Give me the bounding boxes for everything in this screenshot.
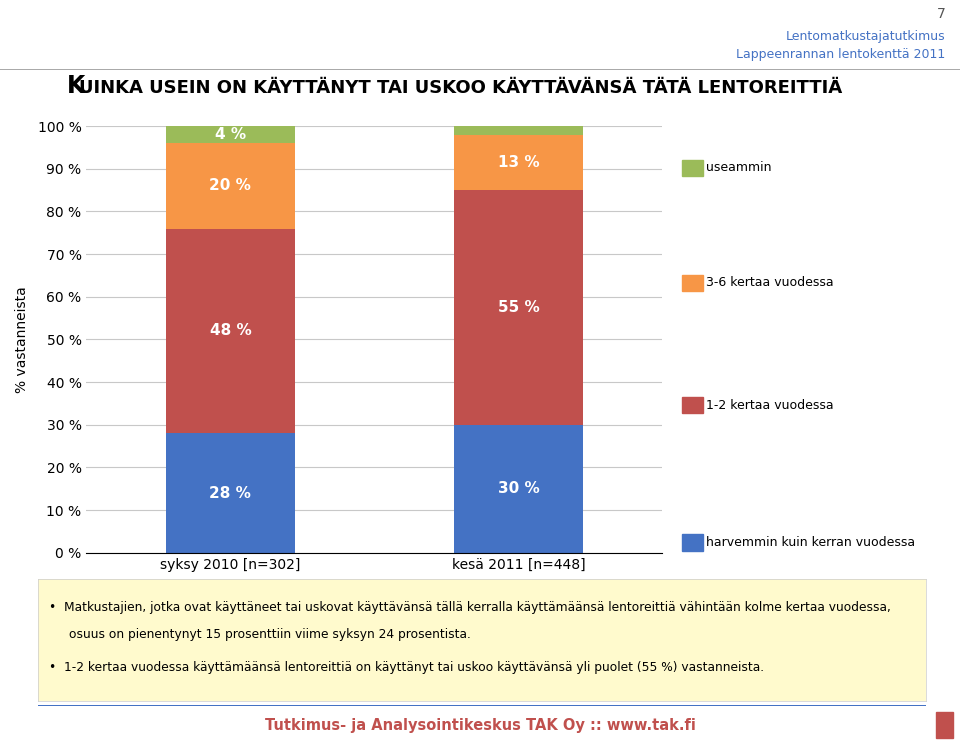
Text: useammin: useammin: [706, 161, 771, 174]
Bar: [454, 424, 584, 553]
Bar: [454, 126, 584, 135]
Text: Lappeenrannan lentokenttä 2011: Lappeenrannan lentokenttä 2011: [736, 48, 946, 62]
Bar: [454, 190, 584, 424]
Bar: [165, 126, 295, 143]
Text: 48 %: 48 %: [209, 324, 252, 338]
Text: 28 %: 28 %: [209, 485, 252, 501]
Text: UINKA USEIN ON KÄYTTÄNYT TAI USKOO KÄYTTÄVÄNSÄ TÄTÄ LENTOREITTIÄ: UINKA USEIN ON KÄYTTÄNYT TAI USKOO KÄYTT…: [79, 79, 842, 96]
Text: 13 %: 13 %: [497, 155, 540, 170]
Bar: [165, 143, 295, 229]
Text: 4 %: 4 %: [215, 127, 246, 142]
Text: Lentomatkustajatutkimus: Lentomatkustajatutkimus: [786, 30, 946, 43]
Text: Tutkimus- ja Analysointikeskus TAK Oy :: www.tak.fi: Tutkimus- ja Analysointikeskus TAK Oy ::…: [265, 718, 695, 733]
Bar: [165, 229, 295, 433]
Text: 3-6 kertaa vuodessa: 3-6 kertaa vuodessa: [706, 276, 833, 289]
Text: •  Matkustajien, jotka ovat käyttäneet tai uskovat käyttävänsä tällä kerralla kä: • Matkustajien, jotka ovat käyttäneet ta…: [49, 601, 891, 614]
Text: 20 %: 20 %: [209, 178, 252, 194]
Bar: [165, 433, 295, 553]
Text: 1-2 kertaa vuodessa: 1-2 kertaa vuodessa: [706, 398, 833, 412]
Text: osuus on pienentynyt 15 prosenttiin viime syksyn 24 prosentista.: osuus on pienentynyt 15 prosenttiin viim…: [68, 628, 470, 641]
Y-axis label: % vastanneista: % vastanneista: [15, 286, 30, 393]
Text: 7: 7: [937, 7, 946, 22]
Text: 55 %: 55 %: [497, 300, 540, 315]
Text: harvemmin kuin kerran vuodessa: harvemmin kuin kerran vuodessa: [706, 536, 915, 549]
Text: •  1-2 kertaa vuodessa käyttämäänsä lentoreittiä on käyttänyt tai uskoo käyttävä: • 1-2 kertaa vuodessa käyttämäänsä lento…: [49, 661, 764, 674]
Bar: [454, 135, 584, 190]
Text: K: K: [67, 73, 85, 98]
Text: 30 %: 30 %: [497, 482, 540, 496]
